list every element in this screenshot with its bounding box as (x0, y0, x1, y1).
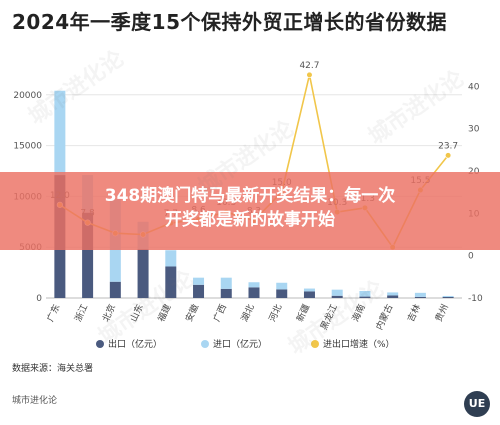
y-left-tick-label: 20000 (13, 91, 42, 101)
y-left-tick-label: 15000 (13, 142, 42, 152)
bar-export (109, 281, 121, 298)
bar-export (82, 212, 94, 298)
y-left-tick-label: 0 (36, 294, 42, 304)
bar-export (359, 296, 371, 298)
x-category-label: 福建 (155, 302, 173, 323)
bar-import (165, 250, 177, 267)
promo-banner-line-1: 348期澳门特马最新开奖结果：每一次 (104, 186, 396, 206)
x-category-label: 北京 (100, 302, 118, 323)
x-category-label: 吉林 (405, 302, 423, 323)
legend: 出口（亿元） 进口（亿元） 进出口增速（%） (96, 338, 395, 350)
legend-label: 进口（亿元） (213, 338, 267, 350)
bar-import (276, 282, 288, 290)
bar-import (220, 277, 232, 289)
data-source: 数据来源：海关总署 (12, 364, 94, 374)
y-right-tick-label: 0 (468, 252, 474, 262)
bar-export (137, 249, 149, 298)
bar-import (331, 289, 343, 296)
growth-point (306, 71, 313, 79)
chart-title: 2024年一季度15个保持外贸正增长的省份数据 (12, 10, 447, 34)
bar-export (414, 296, 426, 298)
x-category-label: 内蒙古 (373, 302, 395, 332)
brand-name: 城市进化论 (12, 396, 58, 406)
x-category-label: 湖北 (239, 303, 257, 324)
legend-swatch (201, 340, 209, 348)
y-right-tick-label: 40 (468, 82, 480, 92)
legend-label: 出口（亿元） (108, 338, 162, 350)
promo-banner-line-2: 开奖都是新的故事开始 (165, 210, 335, 230)
bar-import (359, 290, 371, 297)
bar-import (387, 292, 399, 296)
bar-export (220, 288, 232, 298)
brand-logo-icon: UE (464, 391, 490, 417)
bar-export (442, 296, 454, 298)
bar-export (276, 289, 288, 298)
bar-import (54, 90, 66, 176)
promo-banner (0, 172, 500, 250)
x-category-label: 广东 (44, 302, 62, 323)
bar-import (193, 277, 205, 285)
bar-export (303, 291, 315, 298)
x-category-label: 浙江 (72, 302, 90, 323)
legend-swatch (96, 340, 104, 348)
x-category-label: 山东 (127, 302, 145, 323)
bar-import (414, 292, 426, 297)
growth-point (445, 152, 452, 159)
x-category-label: 河北 (266, 302, 284, 323)
x-category-label: 黑龙江 (318, 302, 340, 332)
y-right-tick-label: -10 (468, 294, 483, 304)
bar-export (248, 287, 260, 298)
promo-banner-text: 348期澳门特马最新开奖结果：每一次 开奖都是新的故事开始 (0, 184, 500, 232)
y-right-tick-label: 30 (468, 125, 480, 135)
bar-export (331, 295, 343, 298)
growth-data-label: 42.7 (299, 61, 319, 71)
bar-import (442, 295, 454, 297)
bar-export (165, 266, 177, 298)
x-category-label: 贵州 (432, 302, 450, 323)
x-category-label: 广西 (210, 302, 228, 323)
legend-swatch (311, 340, 319, 348)
growth-data-label: 23.7 (438, 141, 458, 151)
x-category-label: 安徽 (183, 302, 201, 323)
legend-label: 进出口增速（%） (323, 338, 395, 350)
bar-import (303, 288, 315, 292)
bar-export (193, 284, 205, 298)
x-category-label: 新疆 (294, 302, 312, 323)
bar-export (387, 295, 399, 298)
x-category-label: 海南 (349, 302, 367, 323)
bar-import (248, 282, 260, 288)
